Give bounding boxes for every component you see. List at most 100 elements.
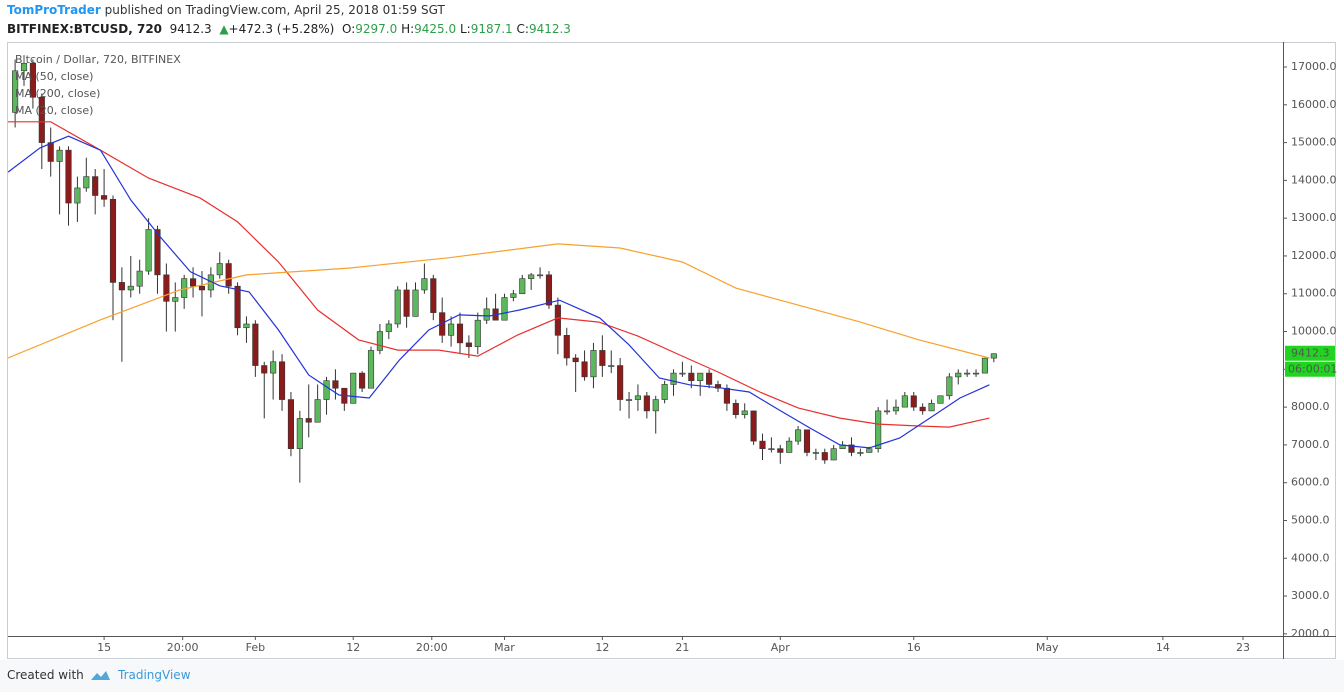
- candle-body: [270, 361, 277, 374]
- candle-body: [376, 331, 383, 351]
- candle-body: [456, 323, 464, 344]
- candle-body: [145, 229, 152, 272]
- author[interactable]: TomProTrader: [7, 3, 101, 17]
- y-tick-label: 15000.0: [1291, 136, 1337, 149]
- candle-body: [261, 365, 268, 374]
- y-tick-label: 5000.0: [1291, 513, 1330, 526]
- candle-body: [679, 372, 686, 375]
- candle-body: [430, 278, 437, 313]
- x-tick-label: 14: [1156, 641, 1170, 654]
- brand-logo[interactable]: [88, 667, 112, 683]
- y-tick-label: 10000.0: [1291, 325, 1337, 338]
- ma-line: [8, 135, 990, 449]
- h-value: 9425.0: [414, 22, 457, 36]
- candle-body: [732, 403, 739, 415]
- published: published on TradingView.com, April 25, …: [104, 3, 445, 17]
- y-tick-label: 4000.0: [1291, 551, 1330, 564]
- candle-body: [385, 323, 392, 332]
- candle-body: [812, 452, 819, 454]
- y-tick-label: 16000.0: [1291, 98, 1337, 111]
- candle-body: [448, 323, 455, 336]
- candle-body: [403, 289, 410, 317]
- candle-body: [981, 357, 988, 374]
- candle-body: [759, 440, 766, 449]
- candle-body: [65, 149, 72, 204]
- candle-body: [296, 418, 303, 449]
- candle-body: [901, 395, 908, 408]
- candle-body: [884, 410, 891, 413]
- candle-body: [56, 149, 63, 162]
- candle-body: [750, 410, 757, 442]
- x-tick-label: Feb: [246, 641, 265, 654]
- candle-body: [225, 263, 232, 287]
- candle-body: [910, 395, 917, 408]
- candle-body: [38, 96, 45, 143]
- plot: [8, 55, 997, 483]
- candle-body: [501, 297, 508, 321]
- candle-body: [412, 289, 419, 317]
- candle-body: [172, 297, 179, 302]
- symbol: BITFINEX:BTCUSD, 720: [7, 22, 163, 36]
- candle-body: [528, 274, 535, 279]
- candle-body: [519, 278, 526, 295]
- candle-body: [545, 274, 553, 306]
- candle-body: [29, 62, 36, 98]
- chart: 2000.0 3000.0 4000.0 5000.0 6000.0 7000.0 8000…: [7, 42, 1337, 659]
- x-tick-label: 23: [1236, 641, 1250, 654]
- y-tick-label: 17000.0: [1291, 60, 1337, 73]
- y-tick-label: 8000.0: [1291, 400, 1330, 413]
- logo-shape: [91, 671, 110, 680]
- candle-body: [367, 350, 375, 389]
- candle-body: [359, 372, 366, 389]
- header-line: TomProTrader published on TradingView.co…: [7, 3, 445, 17]
- candle-body: [127, 285, 134, 291]
- legend-title: Bitcoin / Dollar, 720, BITFINEX: [15, 53, 181, 66]
- candle-body: [554, 304, 561, 336]
- ma-line: [8, 121, 990, 428]
- candle-body: [581, 361, 588, 378]
- candle-body: [74, 187, 81, 204]
- candle-body: [643, 395, 650, 412]
- o-value: 9297.0: [355, 22, 398, 36]
- candle-body: [216, 263, 223, 276]
- h-label: H:: [401, 22, 415, 36]
- x-tick-label: 16: [907, 641, 921, 654]
- legend-entry: MA (20, close): [15, 104, 93, 117]
- x-tick-label: 15: [97, 641, 111, 654]
- candle-body: [314, 399, 321, 423]
- l-value: 9187.1: [470, 22, 513, 36]
- candle-body: [12, 70, 19, 113]
- candle-body: [101, 195, 108, 200]
- candle-body: [483, 308, 490, 321]
- candle-body: [777, 448, 784, 453]
- candle-body: [670, 372, 677, 385]
- candle-body: [661, 384, 668, 400]
- ma-line: [8, 243, 990, 359]
- candle-body: [634, 395, 641, 400]
- candle-body: [118, 282, 125, 291]
- x-tick-label: May: [1036, 641, 1059, 654]
- candle-body: [278, 361, 286, 400]
- candle-body: [723, 387, 730, 404]
- candle-body: [688, 372, 695, 381]
- brand[interactable]: TradingView: [118, 668, 191, 682]
- candle-body: [83, 176, 90, 189]
- candle-body: [972, 372, 980, 375]
- candle-body: [795, 429, 802, 442]
- candle-body: [136, 270, 143, 287]
- candle-body: [234, 285, 241, 329]
- countdown-label: 06:00:01: [1288, 363, 1337, 376]
- candle-body: [848, 444, 855, 453]
- candle-body: [946, 376, 953, 397]
- price-badge: [1285, 345, 1335, 361]
- c-value: 9412.3: [528, 22, 571, 36]
- created-with: Created with: [7, 668, 84, 682]
- candle-body: [305, 418, 312, 423]
- candle-body: [955, 372, 962, 378]
- candle-body: [875, 410, 882, 449]
- candle-body: [252, 323, 259, 366]
- x-tick-label: 20:00: [416, 641, 448, 654]
- candle-body: [510, 293, 517, 298]
- candle-body: [625, 399, 633, 401]
